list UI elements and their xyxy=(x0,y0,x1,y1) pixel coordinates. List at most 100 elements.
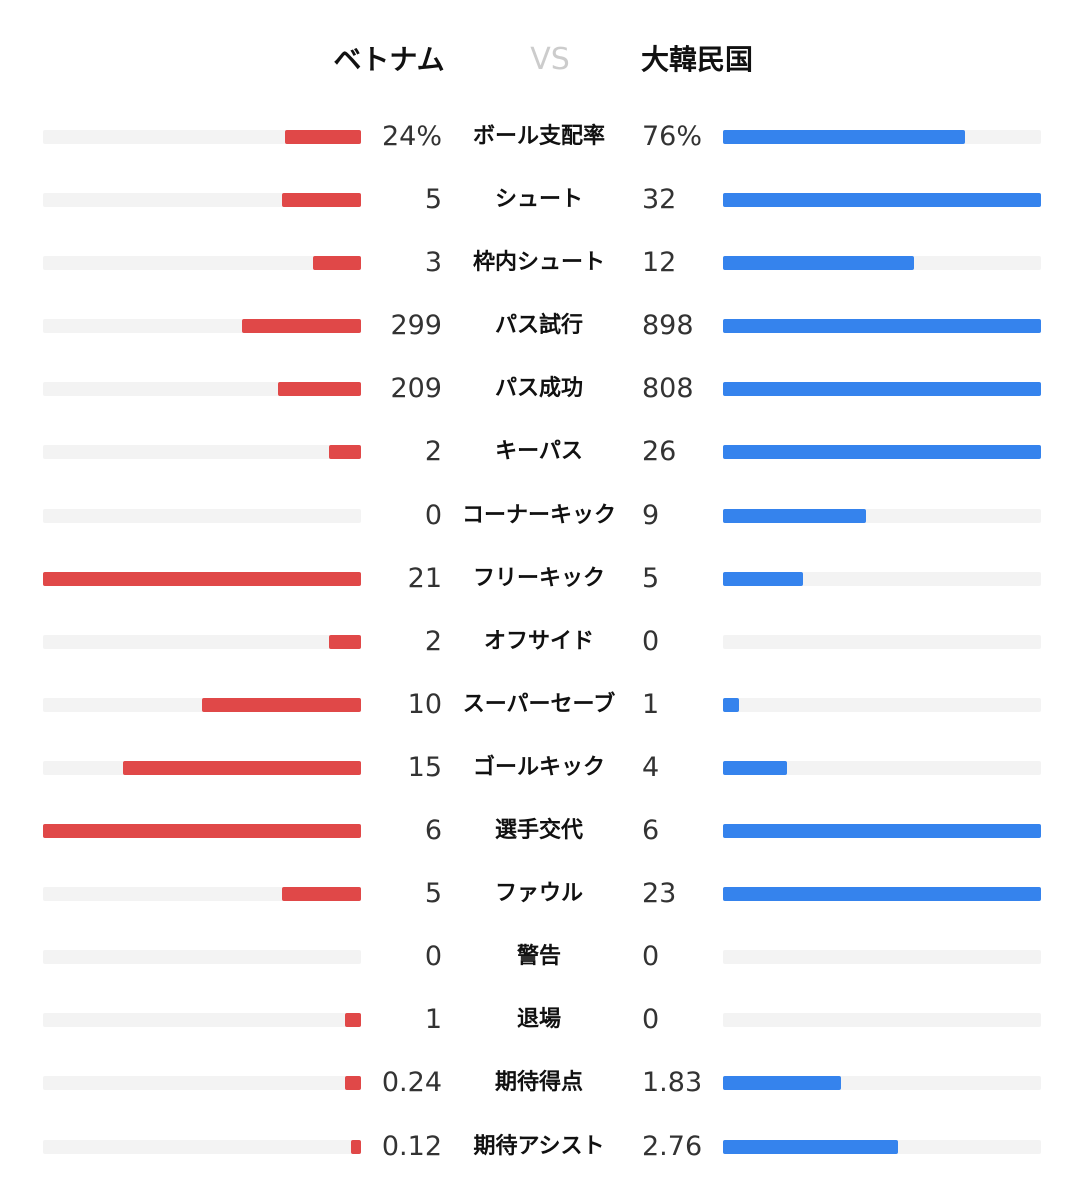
away-value: 1.83 xyxy=(642,1067,703,1099)
home-value: 0 xyxy=(424,499,442,531)
away-value: 6 xyxy=(642,815,660,847)
away-bar-fill xyxy=(723,887,1041,902)
stat-label: ボール支配率 xyxy=(472,124,605,149)
away-value: 12 xyxy=(642,247,677,279)
stat-row: 6 選手交代 6 xyxy=(0,799,1078,862)
stat-row: 24% ボール支配率 76% xyxy=(0,105,1078,168)
away-bar-fill xyxy=(723,130,965,144)
stat-row: 0 警告 0 xyxy=(0,925,1078,988)
stat-label: オフサイド xyxy=(483,628,594,654)
match-header: ベトナム VS 大韓民国 xyxy=(0,38,1078,82)
home-value: 21 xyxy=(407,562,442,594)
away-bar-track xyxy=(723,634,1041,649)
away-bar-track xyxy=(723,1139,1041,1154)
home-value: 5 xyxy=(424,878,442,910)
stat-label: ゴールキック xyxy=(472,754,605,780)
stat-row: 10 スーパーセーブ 1 xyxy=(0,673,1078,736)
stat-label: シュート xyxy=(494,187,583,213)
home-bar-track xyxy=(43,508,361,523)
home-bar-fill xyxy=(281,887,361,902)
stat-row: 21 フリーキック 5 xyxy=(0,547,1078,610)
home-value: 6 xyxy=(424,815,442,847)
away-bar-track xyxy=(723,508,1041,523)
away-bar-track xyxy=(723,256,1041,271)
stat-row: 2 キーパス 26 xyxy=(0,420,1078,483)
vs-label: VS xyxy=(530,42,570,77)
away-bar-track xyxy=(723,697,1041,712)
home-bar-track xyxy=(43,887,361,902)
stat-label: 期待アシスト xyxy=(473,1133,605,1159)
away-bar-track xyxy=(723,319,1041,334)
away-value: 4 xyxy=(642,751,660,783)
away-value: 9 xyxy=(642,499,660,531)
home-bar-fill xyxy=(43,824,361,839)
home-value: 0 xyxy=(424,941,442,973)
away-value: 0 xyxy=(642,941,660,973)
home-bar-track xyxy=(43,760,361,775)
stat-label: 警告 xyxy=(516,944,561,970)
away-bar-track xyxy=(723,193,1041,208)
stat-row: 0.24 期待得点 1.83 xyxy=(0,1051,1078,1114)
stat-label: キーパス xyxy=(495,439,583,465)
away-value: 32 xyxy=(642,184,677,216)
stat-row: 2 オフサイド 0 xyxy=(0,610,1078,673)
away-bar-track xyxy=(723,950,1041,965)
home-value: 5 xyxy=(424,184,442,216)
away-value: 0 xyxy=(642,625,660,657)
stat-label: 枠内シュート xyxy=(472,250,605,276)
home-value: 2 xyxy=(424,625,442,657)
home-value: 2 xyxy=(424,436,442,468)
home-bar-fill xyxy=(122,760,361,775)
away-bar-track xyxy=(723,760,1041,775)
away-team-name: 大韓民国 xyxy=(640,43,753,76)
stat-label: スーパーセーブ xyxy=(462,691,616,717)
home-value: 15 xyxy=(407,751,442,783)
away-bar-track xyxy=(723,445,1041,460)
stat-label: 退場 xyxy=(516,1007,561,1033)
home-bar-fill xyxy=(284,130,361,144)
away-bar-track xyxy=(723,382,1041,397)
stat-row: 299 パス試行 898 xyxy=(0,294,1078,357)
home-bar-fill xyxy=(281,193,361,208)
home-bar-fill xyxy=(345,1013,361,1028)
stat-row: 0.12 期待アシスト 2.76 xyxy=(0,1115,1078,1178)
away-value: 76% xyxy=(642,121,703,152)
away-bar-track xyxy=(723,1076,1041,1091)
home-value: 10 xyxy=(407,688,442,720)
away-value: 2.76 xyxy=(642,1130,703,1162)
away-bar-track xyxy=(723,887,1041,902)
away-value: 23 xyxy=(642,878,677,910)
away-bar-fill xyxy=(723,319,1041,334)
home-bar-track xyxy=(43,824,361,839)
home-bar-track xyxy=(43,950,361,965)
stat-row: 3 枠内シュート 12 xyxy=(0,231,1078,294)
away-bar-fill xyxy=(723,571,803,586)
away-value: 808 xyxy=(642,373,694,405)
stat-row: 209 パス成功 808 xyxy=(0,357,1078,420)
away-bar-fill xyxy=(723,1139,898,1154)
away-value: 1 xyxy=(642,688,660,720)
away-bar-fill xyxy=(723,193,1041,208)
home-value: 24% xyxy=(381,121,442,152)
home-bar-track xyxy=(43,382,361,397)
home-bar-track xyxy=(43,445,361,460)
home-bar-fill xyxy=(313,256,361,271)
home-bar-track xyxy=(43,1076,361,1091)
away-bar-track xyxy=(723,130,1041,144)
home-bar-fill xyxy=(345,1076,361,1091)
away-bar-fill xyxy=(723,508,867,523)
away-bar-fill xyxy=(723,382,1041,397)
home-team-name: ベトナム xyxy=(333,43,445,76)
stat-label: ファウル xyxy=(494,881,583,907)
away-bar-fill xyxy=(723,760,787,775)
home-bar-track xyxy=(43,319,361,334)
away-bar-fill xyxy=(723,445,1041,460)
home-value: 1 xyxy=(424,1004,442,1036)
home-bar-fill xyxy=(278,382,361,397)
home-bar-fill xyxy=(329,445,361,460)
home-bar-fill xyxy=(202,697,361,712)
home-value: 3 xyxy=(424,247,442,279)
stat-label: フリーキック xyxy=(472,565,605,591)
away-bar-fill xyxy=(723,824,1041,839)
home-bar-track xyxy=(43,1013,361,1028)
